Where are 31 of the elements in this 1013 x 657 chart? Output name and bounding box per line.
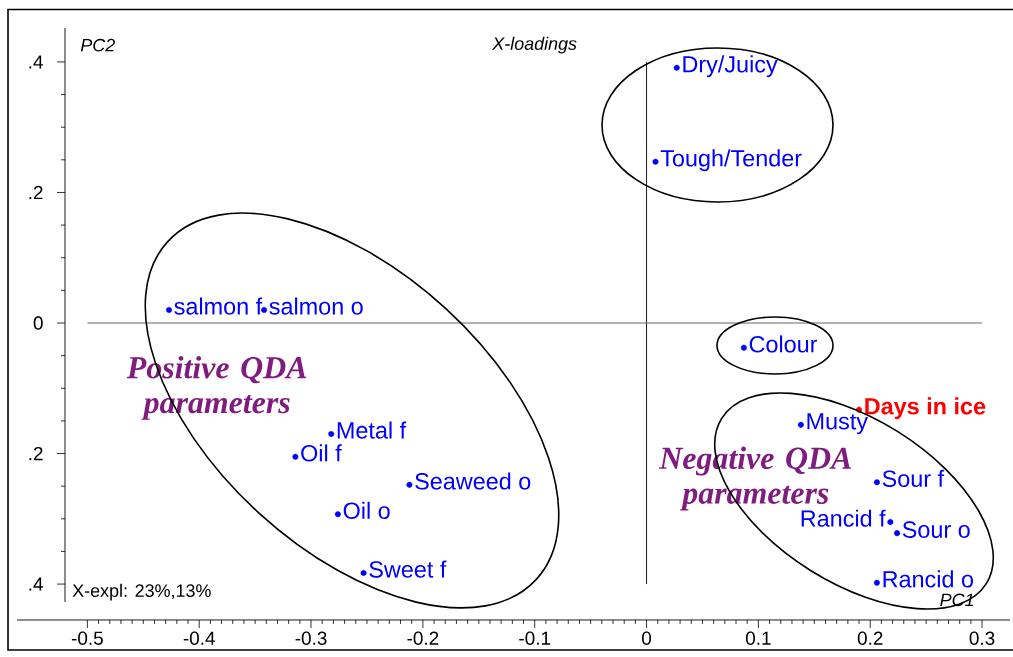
y-tick-label: .2 (29, 446, 43, 461)
series-label: Colour (749, 335, 818, 353)
x-tick-label: 0.1 (745, 631, 771, 645)
y-axis-title: PC2 (80, 38, 115, 52)
series-label: Dry/Juicy (683, 55, 778, 78)
series-label: salmon f (174, 297, 263, 315)
y-tick-label: 0 (33, 316, 43, 330)
series-label: Oil f (301, 444, 342, 462)
series-label: Tough/Tender (660, 149, 802, 172)
y-tick-label: .4 (29, 55, 43, 69)
series-label: Rancid f (801, 509, 886, 527)
x-tick-label: -0.1 (519, 631, 551, 645)
chart-title: X-loadings (491, 36, 577, 54)
x-tick-label: 0 (642, 631, 652, 645)
series-label: Sweet f (369, 560, 447, 578)
x-tick-label: -0.2 (407, 631, 439, 645)
series-label: Sour f (882, 469, 945, 487)
x-tick-label: -0.4 (183, 631, 215, 645)
series-label: Metal f (337, 421, 407, 439)
series-label: Oil o (343, 501, 390, 519)
x-tick-label: -0.5 (71, 631, 103, 645)
series-label: salmon o (269, 297, 363, 315)
series-label: Sour o (902, 521, 970, 538)
series-label: Rancid o (883, 570, 974, 588)
x-tick-label: -0.3 (295, 631, 327, 645)
x-tick-label: 0.2 (857, 631, 883, 645)
y-tick-label: .4 (29, 577, 43, 591)
series-label: Seaweed o (415, 472, 531, 490)
y-tick-label: .2 (29, 185, 43, 200)
annotation: X-expl: 23%,13% (72, 583, 211, 601)
x-tick-label: 0.3 (969, 631, 995, 645)
